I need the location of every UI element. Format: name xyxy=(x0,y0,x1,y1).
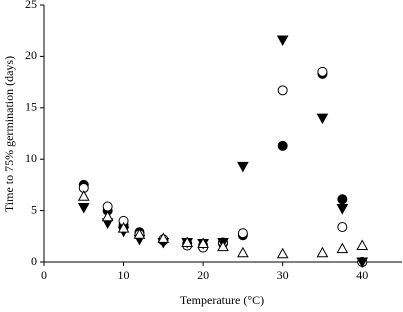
point xyxy=(336,204,349,215)
point xyxy=(181,236,194,247)
point xyxy=(77,190,90,201)
point xyxy=(277,85,288,96)
x-tick-label: 20 xyxy=(197,268,209,282)
point xyxy=(316,113,329,125)
point xyxy=(77,203,90,214)
point xyxy=(337,194,348,205)
y-tick-label: 20 xyxy=(25,48,37,62)
point xyxy=(237,228,248,239)
point xyxy=(133,228,146,239)
y-tick-label: 25 xyxy=(25,0,37,11)
y-tick-label: 15 xyxy=(25,100,37,114)
point xyxy=(101,210,114,222)
point xyxy=(317,66,328,77)
x-tick-label: 10 xyxy=(118,268,130,282)
y-tick-label: 10 xyxy=(25,151,37,165)
point xyxy=(316,246,329,258)
point xyxy=(217,240,229,252)
point xyxy=(336,242,349,254)
point xyxy=(197,237,209,248)
point xyxy=(117,222,130,233)
point xyxy=(356,239,369,251)
point xyxy=(237,161,249,173)
point xyxy=(157,232,170,243)
x-tick-label: 30 xyxy=(277,268,289,282)
x-axis-label: Temperature (°C) xyxy=(180,293,264,307)
x-tick-label: 0 xyxy=(41,268,47,282)
point xyxy=(237,246,249,258)
point xyxy=(276,247,289,259)
point xyxy=(356,257,369,269)
point xyxy=(337,222,348,233)
y-tick-label: 5 xyxy=(31,202,37,216)
point xyxy=(276,35,289,46)
x-tick-label: 40 xyxy=(356,268,368,282)
point xyxy=(102,201,113,212)
y-tick-label: 0 xyxy=(31,254,37,268)
point xyxy=(277,140,288,151)
y-axis-label: Time to 75% germination (days) xyxy=(2,56,16,212)
